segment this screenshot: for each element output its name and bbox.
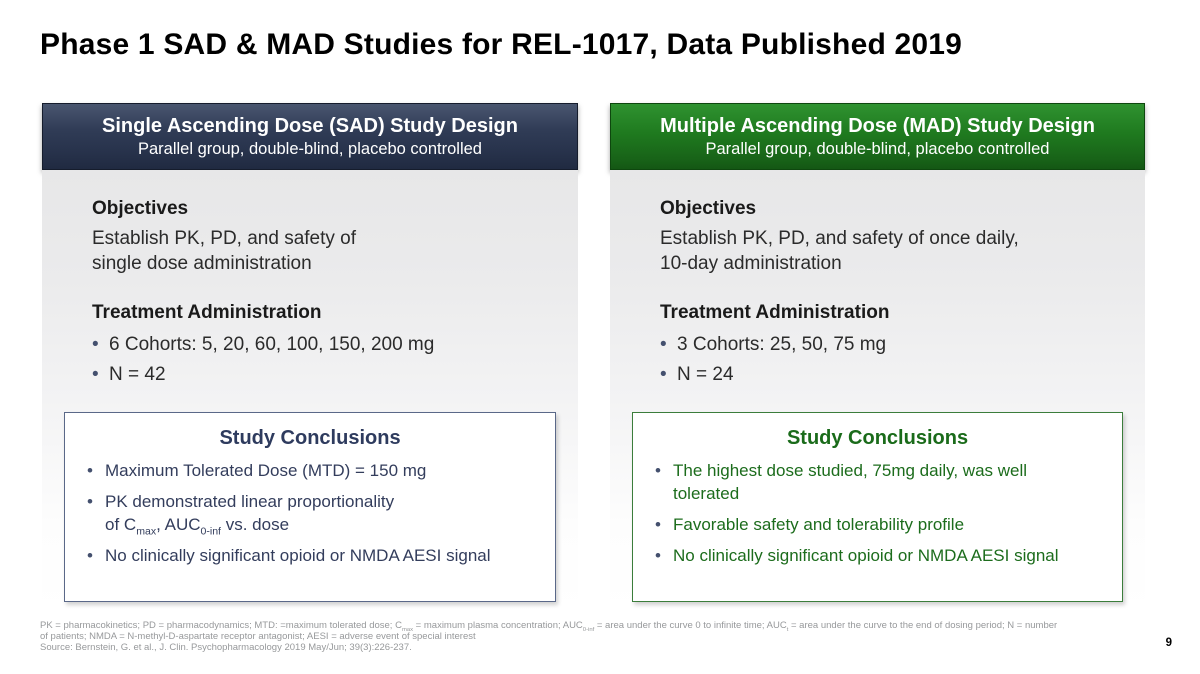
mad-conclusion-bullet: The highest dose studied, 75mg daily, wa… [649, 459, 1079, 505]
footnote-abbreviations: PK = pharmacokinetics; PD = pharmacodyna… [40, 620, 1058, 642]
footnote: PK = pharmacokinetics; PD = pharmacodyna… [40, 620, 1132, 653]
sad-header-title: Single Ascending Dose (SAD) Study Design [102, 115, 518, 137]
mad-objectives-text: Establish PK, PD, and safety of once dai… [660, 228, 1019, 274]
sad-objectives-text: Establish PK, PD, and safety of single d… [92, 228, 357, 274]
mad-treatment-list: 3 Cohorts: 25, 50, 75 mg N = 24 [660, 330, 1123, 390]
mad-conclusions-title: Study Conclusions [786, 427, 969, 449]
page-number: 9 [1165, 637, 1172, 649]
mad-treatment-bullet: N = 24 [660, 360, 1123, 390]
mad-panel-body: Objectives Establish PK, PD, and safety … [610, 170, 1145, 612]
mad-header-title: Multiple Ascending Dose (MAD) Study Desi… [660, 115, 1095, 137]
mad-treatment-heading: Treatment Administration [660, 302, 890, 323]
mad-conclusions-box: Study Conclusions The highest dose studi… [632, 412, 1123, 602]
sad-conclusions-list: Maximum Tolerated Dose (MTD) = 150 mg PK… [81, 459, 539, 567]
sad-panel: Single Ascending Dose (SAD) Study Design… [42, 103, 578, 612]
sad-conclusion-bullet: No clinically significant opioid or NMDA… [81, 544, 539, 567]
sad-panel-body: Objectives Establish PK, PD, and safety … [42, 170, 578, 612]
sad-conclusions-title: Study Conclusions [219, 427, 401, 449]
slide-title: Phase 1 SAD & MAD Studies for REL-1017, … [40, 28, 963, 61]
sad-treatment-list: 6 Cohorts: 5, 20, 60, 100, 150, 200 mg N… [92, 330, 556, 390]
mad-header-subtitle: Parallel group, double-blind, placebo co… [705, 140, 1050, 158]
mad-objectives-heading: Objectives [660, 198, 757, 219]
sad-objectives-heading: Objectives [92, 198, 189, 219]
sad-conclusion-bullet: PK demonstrated linear proportionality o… [81, 490, 539, 537]
sad-treatment-bullet: 6 Cohorts: 5, 20, 60, 100, 150, 200 mg [92, 330, 556, 360]
mad-conclusions-list: The highest dose studied, 75mg daily, wa… [649, 459, 1106, 567]
sad-treatment-heading: Treatment Administration [92, 302, 322, 323]
mad-treatment-bullet: 3 Cohorts: 25, 50, 75 mg [660, 330, 1123, 360]
sad-treatment-bullet: N = 42 [92, 360, 556, 390]
sad-conclusion-bullet: Maximum Tolerated Dose (MTD) = 150 mg [81, 459, 539, 482]
mad-conclusion-bullet: No clinically significant opioid or NMDA… [649, 544, 1106, 567]
mad-conclusion-bullet: Favorable safety and tolerability profil… [649, 513, 1106, 536]
sad-conclusions-box: Study Conclusions Maximum Tolerated Dose… [64, 412, 556, 602]
footnote-source: Source: Bernstein, G. et al., J. Clin. P… [40, 642, 412, 653]
mad-panel-header: Multiple Ascending Dose (MAD) Study Desi… [610, 103, 1145, 170]
mad-panel: Multiple Ascending Dose (MAD) Study Desi… [610, 103, 1145, 612]
study-panels: Single Ascending Dose (SAD) Study Design… [42, 103, 1145, 612]
sad-panel-header: Single Ascending Dose (SAD) Study Design… [42, 103, 578, 170]
sad-header-subtitle: Parallel group, double-blind, placebo co… [138, 140, 482, 158]
